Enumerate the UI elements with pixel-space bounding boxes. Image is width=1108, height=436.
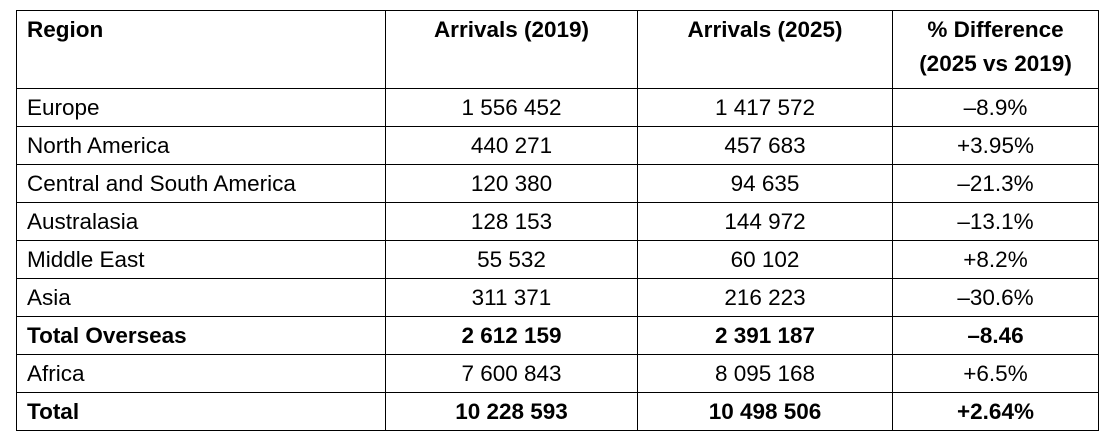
region-cell: Middle East [16,240,386,279]
pct-difference-cell: +3.95% [892,126,1099,165]
arrivals-table: Region Arrivals (2019) Arrivals (2025) %… [16,10,1099,431]
arrivals-2019-cell: 440 271 [385,126,638,165]
arrivals-2019-cell: 311 371 [385,278,638,317]
arrivals-2025-cell: 8 095 168 [637,354,893,393]
table-header: Region Arrivals (2019) Arrivals (2025) %… [16,10,1099,89]
pct-difference-cell: +6.5% [892,354,1099,393]
region-cell: Central and South America [16,164,386,203]
arrivals-2025-cell: 60 102 [637,240,893,279]
arrivals-2019-cell: 7 600 843 [385,354,638,393]
pct-difference-cell: +8.2% [892,240,1099,279]
arrivals-2025-cell: 457 683 [637,126,893,165]
pct-difference-cell: –8.46 [892,316,1099,355]
arrivals-2019-cell: 2 612 159 [385,316,638,355]
arrivals-2025-cell: 94 635 [637,164,893,203]
table-row: Asia 311 371 216 223 –30.6% [16,278,1099,317]
region-cell: Europe [16,88,386,127]
table-row: Central and South America 120 380 94 635 –2… [16,164,1099,203]
region-cell: North America [16,126,386,165]
header-arrivals-2025: Arrivals (2025) [637,10,893,89]
table-row: Australasia 128 153 144 972 –13.1% [16,202,1099,241]
table-row: Total 10 228 593 10 498 506 +2.64% [16,392,1099,431]
arrivals-2019-cell: 128 153 [385,202,638,241]
pct-difference-cell: +2.64% [892,392,1099,431]
table-row: Africa 7 600 843 8 095 168 +6.5% [16,354,1099,393]
arrivals-2025-cell: 144 972 [637,202,893,241]
region-cell: Asia [16,278,386,317]
table-row: North America 440 271 457 683 +3.95% [16,126,1099,165]
header-arrivals-2019: Arrivals (2019) [385,10,638,89]
header-region: Region [16,10,386,89]
table-row: Total Overseas 2 612 159 2 391 187 –8.46 [16,316,1099,355]
pct-difference-cell: –13.1% [892,202,1099,241]
header-row: Region Arrivals (2019) Arrivals (2025) %… [16,10,1099,89]
table-body: Europe 1 556 452 1 417 572 –8.9% North Ameri… [16,88,1099,431]
pct-difference-cell: –30.6% [892,278,1099,317]
region-cell: Total [16,392,386,431]
pct-difference-cell: –8.9% [892,88,1099,127]
header-pct-difference: % Difference (2025 vs 2019) [892,10,1099,89]
arrivals-2019-cell: 1 556 452 [385,88,638,127]
arrivals-2025-cell: 216 223 [637,278,893,317]
table-row: Europe 1 556 452 1 417 572 –8.9% [16,88,1099,127]
arrivals-2025-cell: 10 498 506 [637,392,893,431]
arrivals-2019-cell: 55 532 [385,240,638,279]
arrivals-2019-cell: 120 380 [385,164,638,203]
arrivals-2025-cell: 1 417 572 [637,88,893,127]
pct-difference-cell: –21.3% [892,164,1099,203]
arrivals-2019-cell: 10 228 593 [385,392,638,431]
table-row: Middle East 55 532 60 102 +8.2% [16,240,1099,279]
region-cell: Australasia [16,202,386,241]
region-cell: Total Overseas [16,316,386,355]
arrivals-2025-cell: 2 391 187 [637,316,893,355]
region-cell: Africa [16,354,386,393]
